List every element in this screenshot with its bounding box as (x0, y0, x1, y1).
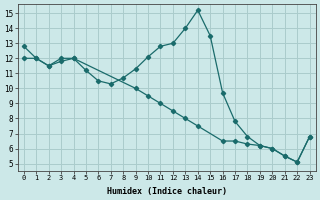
X-axis label: Humidex (Indice chaleur): Humidex (Indice chaleur) (107, 187, 227, 196)
